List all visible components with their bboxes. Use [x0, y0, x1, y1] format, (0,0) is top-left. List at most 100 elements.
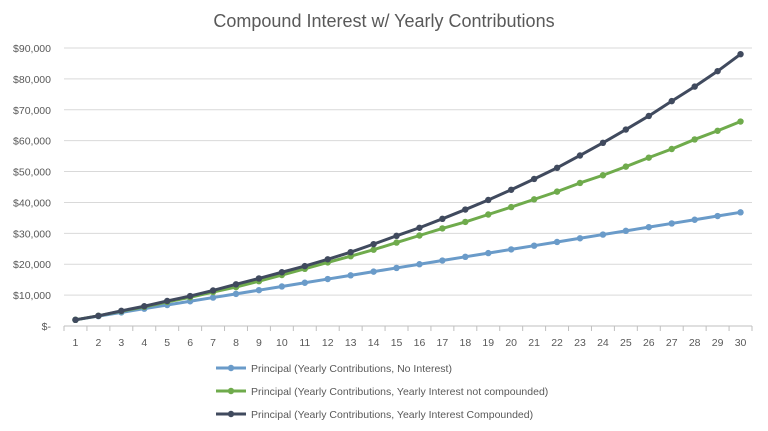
data-point	[164, 297, 171, 305]
legend-item: Principal (Yearly Contributions, Yearly …	[216, 409, 533, 421]
legend-item: Principal (Yearly Contributions, No Inte…	[216, 363, 452, 375]
data-point	[301, 262, 308, 270]
x-tick-label: 9	[256, 337, 262, 349]
x-tick-label: 18	[459, 337, 471, 349]
data-point	[553, 188, 561, 195]
x-tick-label: 30	[735, 337, 747, 349]
data-point	[576, 179, 584, 187]
data-point	[622, 126, 630, 133]
legend: Principal (Yearly Contributions, No Inte…	[216, 363, 548, 421]
legend-swatch-marker	[227, 364, 235, 372]
legend-swatch-marker	[227, 387, 235, 395]
x-tick-label: 28	[689, 337, 701, 349]
data-point	[508, 246, 515, 253]
data-point	[553, 238, 561, 246]
x-tick-label: 22	[551, 337, 563, 349]
data-point	[508, 203, 515, 211]
chart-title: Compound Interest w/ Yearly Contribution…	[213, 11, 554, 31]
data-point	[255, 286, 263, 294]
data-point	[599, 172, 607, 179]
data-point	[737, 209, 744, 216]
y-tick-label: $70,000	[13, 105, 51, 117]
x-tick-label: 3	[118, 337, 124, 349]
data-point	[668, 220, 675, 227]
legend-label: Principal (Yearly Contributions, Yearly …	[251, 409, 533, 421]
y-tick-label: $10,000	[13, 290, 51, 302]
data-point	[691, 83, 698, 90]
data-point	[691, 136, 698, 143]
data-point	[416, 261, 423, 268]
x-tick-label: 15	[391, 337, 403, 349]
x-tick-label: 13	[345, 337, 357, 349]
data-point	[439, 257, 446, 264]
x-tick-label: 25	[620, 337, 632, 349]
x-tick-label: 21	[528, 337, 540, 349]
data-point	[576, 152, 584, 159]
data-point	[278, 269, 286, 276]
x-tick-label: 10	[276, 337, 288, 349]
legend-label: Principal (Yearly Contributions, Yearly …	[251, 386, 548, 398]
data-point	[209, 287, 217, 294]
data-point	[691, 216, 698, 223]
x-tick-label: 17	[437, 337, 449, 349]
x-tick-label: 1	[73, 337, 79, 349]
data-point	[347, 272, 354, 279]
series-1	[72, 209, 744, 324]
data-point	[599, 139, 607, 147]
series-2	[72, 118, 744, 324]
legend-label: Principal (Yearly Contributions, No Inte…	[251, 363, 452, 375]
data-point	[141, 303, 148, 310]
data-point	[439, 225, 446, 232]
data-point	[668, 145, 675, 153]
x-tick-label: 11	[299, 337, 310, 349]
x-tick-label: 24	[597, 337, 609, 349]
data-point	[416, 232, 423, 239]
x-tick-label: 6	[187, 337, 193, 349]
data-point	[530, 242, 538, 249]
x-tick-label: 27	[666, 337, 678, 349]
data-point	[462, 253, 469, 261]
x-tick-label: 19	[482, 337, 494, 349]
data-point	[530, 175, 538, 183]
data-point	[553, 164, 561, 172]
y-tick-label: $-	[42, 321, 52, 333]
data-point	[209, 294, 217, 301]
x-tick-label: 14	[368, 337, 380, 349]
y-tick-label: $60,000	[13, 136, 51, 148]
data-point	[645, 112, 652, 120]
data-point	[439, 215, 446, 223]
data-point	[370, 246, 377, 253]
series-3	[72, 50, 744, 324]
x-tick-label: 20	[505, 337, 517, 349]
legend-item: Principal (Yearly Contributions, Yearly …	[216, 386, 548, 398]
data-point	[324, 256, 331, 263]
data-point	[530, 196, 538, 203]
series-line	[73, 210, 743, 322]
data-point	[462, 206, 469, 213]
data-point	[186, 292, 194, 300]
y-tick-label: $90,000	[13, 43, 51, 55]
data-point	[485, 211, 492, 218]
x-tick-label: 29	[712, 337, 724, 349]
data-point	[485, 196, 492, 204]
data-point	[72, 316, 79, 324]
data-point	[622, 163, 630, 170]
x-tick-label: 8	[233, 337, 239, 349]
data-point	[462, 218, 469, 226]
y-tick-label: $50,000	[13, 167, 51, 179]
data-point	[393, 232, 400, 240]
data-point	[485, 249, 492, 257]
legend-swatch-marker	[227, 410, 235, 418]
x-tick-label: 16	[414, 337, 426, 349]
y-tick-label: $30,000	[13, 228, 51, 240]
data-point	[118, 307, 125, 315]
series-line	[73, 120, 743, 322]
series-line	[73, 52, 743, 322]
data-point	[393, 264, 400, 272]
axes: $- $10,000 $20,000 $30,000 $40,000 $50,000 $60…	[13, 43, 753, 349]
data-point	[416, 224, 423, 231]
y-tick-label: $40,000	[13, 197, 51, 209]
data-point	[714, 67, 721, 75]
